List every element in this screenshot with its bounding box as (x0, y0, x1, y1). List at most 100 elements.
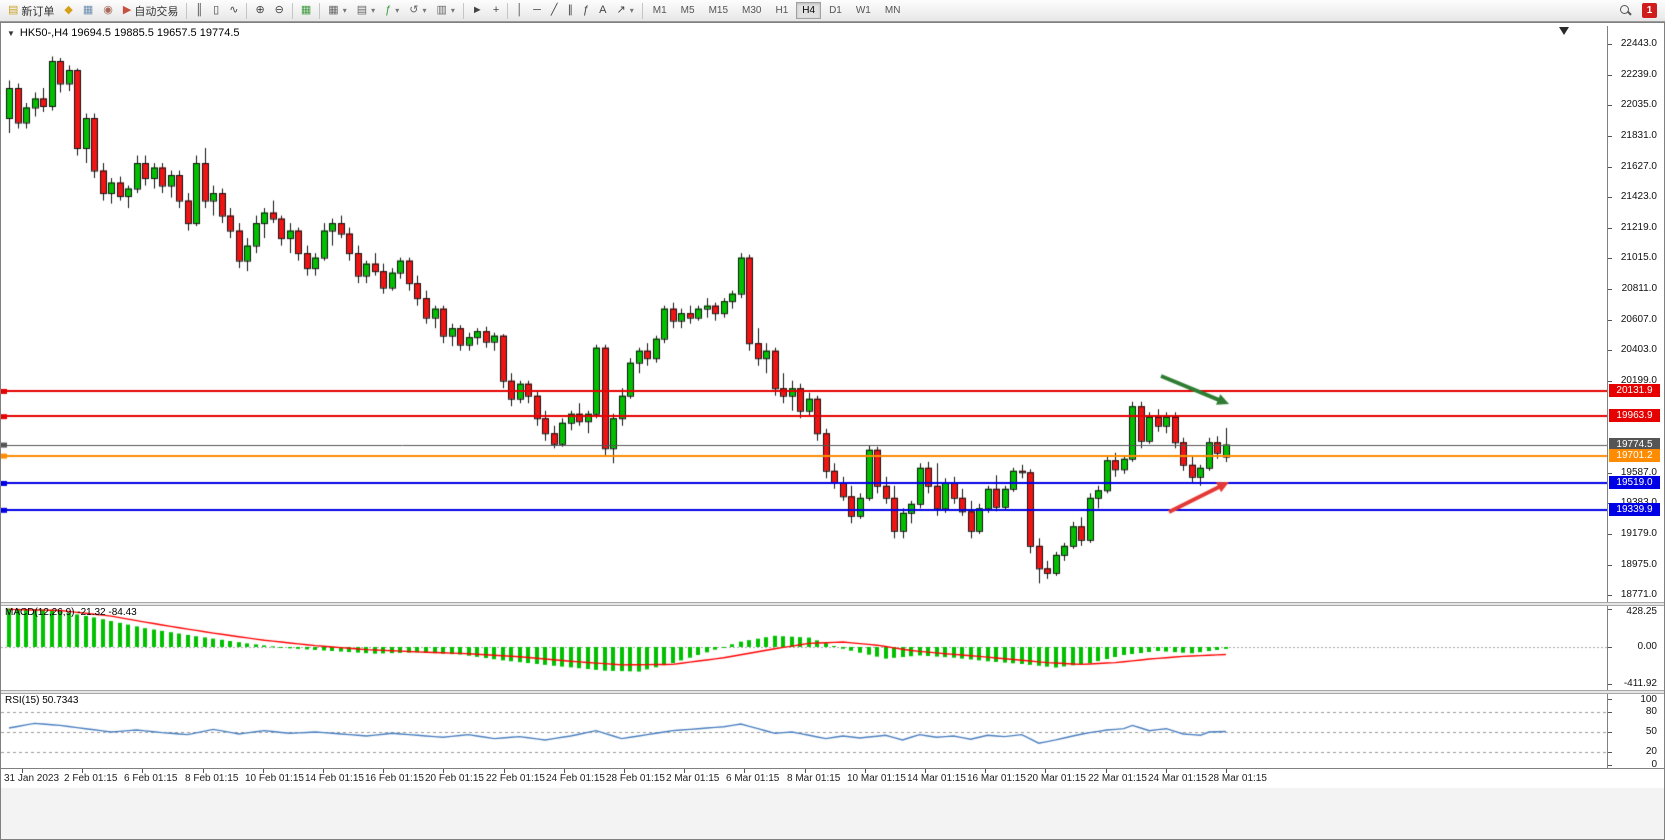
timeframe-h1-button[interactable]: H1 (775, 5, 789, 16)
crosshair-icon: + (492, 4, 500, 16)
timeframe-h4-button[interactable]: H4 (796, 2, 822, 19)
rsi-pane[interactable]: RSI(15) 50.7343 (1, 694, 1607, 768)
new-order-button[interactable]: ▤ 新订单 (3, 2, 59, 20)
price-tick-label: 22239.0 (1620, 69, 1657, 80)
time-axis-label: 16 Mar 01:15 (967, 773, 1026, 784)
tile-windows-icon: ▦ (300, 4, 312, 16)
price-tick-mark (1608, 595, 1612, 596)
price-tick-label: 21015.0 (1620, 252, 1657, 263)
rsi-tick-label: 20 (1645, 746, 1657, 757)
channel-button[interactable]: ∥ (563, 2, 579, 20)
cursor-button[interactable]: ► (467, 2, 488, 20)
rsi-tick-label: 50 (1645, 726, 1657, 737)
auto-trading-button[interactable]: ▶ 自动交易 (118, 2, 183, 20)
rsi-tick-mark (1608, 765, 1612, 766)
fibonacci-button[interactable]: ƒ (578, 2, 594, 20)
chart-shift-marker[interactable] (1559, 27, 1569, 35)
text-button[interactable]: A (594, 2, 611, 20)
macd-tick-label: 0.00 (1637, 641, 1657, 652)
bar-chart-button[interactable]: ║ (190, 2, 208, 20)
tile-windows-button[interactable]: ▦ (296, 2, 316, 20)
auto-trading-button-label: 自动交易 (134, 5, 179, 18)
price-tick-label: 20403.0 (1620, 344, 1657, 355)
cycles-button[interactable]: ↺ ▾ (404, 2, 431, 20)
arrows-button[interactable]: ↗ ▾ (612, 2, 639, 20)
timeframe-m5-button[interactable]: M5 (680, 5, 695, 16)
wizard-button[interactable]: ◆ (59, 2, 77, 20)
time-axis-label: 2 Mar 01:15 (666, 773, 720, 784)
signals-button[interactable]: ◉ (98, 2, 118, 20)
crosshair-button[interactable]: + (488, 2, 504, 20)
timeframe-d1-button[interactable]: D1 (829, 5, 842, 16)
macd-canvas[interactable] (1, 606, 1607, 690)
zoom-out-button[interactable]: ⊖ (270, 2, 289, 20)
bottom-empty-area (1, 788, 1664, 839)
timeframe-w1-button[interactable]: W1 (855, 5, 871, 16)
toolbar-separator (507, 2, 509, 19)
notifications-badge[interactable]: 1 (1642, 3, 1657, 18)
level-price-label: 19519.0 (1609, 476, 1660, 489)
time-tick-mark (1106, 769, 1107, 773)
time-axis-label: 24 Mar 01:15 (1148, 773, 1207, 784)
line-chart-button[interactable]: ∿ (224, 2, 243, 20)
rsi-pane-splitter[interactable] (1, 690, 1664, 694)
price-axis[interactable]: 22443.0 22239.0 22035.0 21831.0 21627.0 21423… (1608, 26, 1664, 602)
text-icon: A (599, 4, 607, 16)
rsi-tick-label: 80 (1645, 706, 1657, 717)
price-tick-mark (1608, 197, 1612, 198)
time-axis-label: 22 Feb 01:15 (486, 773, 545, 784)
macd-pane[interactable]: MACD(12,26,9) -21.32 -84.43 (1, 606, 1607, 690)
candlestick-chart-button[interactable]: ▯ (208, 2, 224, 20)
time-tick-mark (383, 769, 384, 773)
timeframe-mn-button[interactable]: MN (884, 5, 901, 16)
time-axis-label: 8 Mar 01:15 (787, 773, 841, 784)
time-axis-label: 20 Feb 01:15 (425, 773, 484, 784)
timeframe-m15-button[interactable]: M15 (708, 5, 729, 16)
profiles-button[interactable]: ▤ ▾ (352, 2, 380, 20)
price-tick-mark (1608, 258, 1612, 259)
horizontal-line-button[interactable]: ─ (528, 2, 546, 20)
one-click-trading-toggle[interactable]: ▼ (7, 28, 15, 38)
main-chart-area[interactable] (1, 26, 1607, 602)
caret-down-icon: ▾ (371, 6, 376, 15)
bar-chart-icon: ║ (195, 4, 204, 16)
trendline-button[interactable]: ╱ (546, 2, 563, 20)
vertical-line-icon: │ (516, 4, 524, 16)
time-axis-label: 31 Jan 2023 (4, 773, 60, 784)
time-axis-label: 6 Mar 01:15 (726, 773, 780, 784)
candlestick-canvas[interactable] (1, 26, 1607, 602)
macd-tick-mark (1608, 684, 1612, 685)
cursor-icon: ► (471, 4, 483, 16)
arrows-icon: ↗ (616, 4, 626, 16)
caret-down-icon: ▾ (629, 6, 634, 15)
macd-pane-splitter[interactable] (1, 602, 1664, 606)
timeframe-m30-button[interactable]: M30 (742, 5, 762, 16)
rsi-axis: 100 80 50 20 0 (1608, 694, 1664, 770)
current-price-price-label: 19774.5 (1609, 438, 1660, 451)
chart-title: ▼ HK50-,H4 19694.5 19885.5 19657.5 19774… (7, 27, 240, 39)
toolbar-separator (319, 2, 321, 19)
templates-icon: ▥ (436, 4, 447, 16)
zoom-in-button[interactable]: ⊕ (250, 2, 269, 20)
time-axis[interactable]: 31 Jan 2023 2 Feb 01:15 6 Feb 01:15 8 Feb 0… (1, 768, 1664, 788)
candlestick-chart-icon: ▯ (213, 4, 220, 16)
time-tick-mark (82, 769, 83, 773)
time-tick-mark (624, 769, 625, 773)
time-tick-mark (22, 769, 23, 773)
indicators-button[interactable]: ƒ ▾ (380, 2, 404, 20)
fibonacci-icon: ƒ (583, 4, 590, 16)
rsi-canvas[interactable] (1, 694, 1607, 768)
vertical-line-button[interactable]: │ (511, 2, 528, 20)
chart-window-button[interactable]: ▦ (78, 2, 98, 20)
price-tick-mark (1608, 136, 1612, 137)
time-axis-label: 24 Feb 01:15 (546, 773, 605, 784)
new-chart-button[interactable]: ▦ ▾ (323, 2, 351, 20)
caret-down-icon: ▾ (422, 6, 427, 15)
timeframe-m1-button[interactable]: M1 (652, 5, 667, 16)
time-tick-mark (142, 769, 143, 773)
time-axis-label: 28 Mar 01:15 (1208, 773, 1267, 784)
search-button[interactable] (1615, 2, 1636, 20)
price-tick-mark (1608, 105, 1612, 106)
templates-button[interactable]: ▥ ▾ (432, 2, 460, 20)
macd-tick-label: 428.25 (1626, 606, 1657, 617)
